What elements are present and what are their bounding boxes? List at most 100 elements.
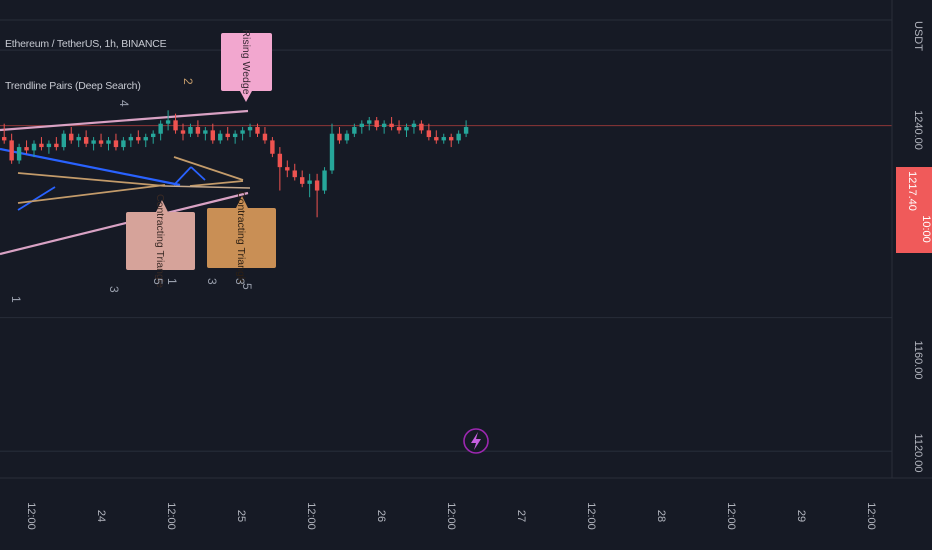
time-label: 24: [95, 510, 107, 522]
candle-body: [9, 140, 14, 161]
lightning-icon[interactable]: [463, 428, 489, 454]
candle-body: [300, 177, 305, 184]
pivot-number: 4: [117, 100, 131, 107]
candle-body: [158, 123, 163, 134]
time-label: 25: [235, 510, 247, 522]
indicator-legend[interactable]: Trendline Pairs (Deep Search): [5, 80, 141, 92]
candle-body: [210, 130, 215, 141]
pivot-number: 1: [165, 278, 179, 285]
candle-body: [404, 127, 409, 131]
price-label-1120: 1120.00: [912, 434, 924, 473]
trendline-tan-upper: [17, 172, 166, 187]
candle-body: [39, 143, 44, 148]
candle-body: [106, 140, 111, 144]
candle-body: [352, 127, 357, 134]
candle-body: [381, 123, 387, 128]
candle-body: [322, 170, 327, 191]
symbol-legend[interactable]: Ethereum / TetherUS, 1h, BINANCE: [5, 38, 167, 50]
candle-body: [337, 133, 342, 141]
grid-layer: [0, 19, 892, 452]
candle-body: [359, 123, 364, 128]
time-label: 27: [515, 510, 527, 522]
candle-body: [195, 127, 201, 134]
candle-body: [69, 133, 74, 141]
candle-body: [61, 133, 66, 148]
contracting-triangle-label-2[interactable]: Contracting Triangle: [207, 191, 276, 285]
candle-body: [128, 137, 134, 141]
candle-body: [292, 170, 297, 178]
time-axis[interactable]: 12:00 24 12:00 25 12:00 26 12:00 27 12:0…: [25, 502, 877, 530]
time-label: 28: [655, 510, 667, 522]
candle-body: [83, 137, 89, 144]
time-label: 12:00: [305, 502, 317, 530]
trendline-wedge-lower: [0, 191, 249, 256]
candle-body: [463, 127, 469, 134]
price-label-1240: 1240.00: [912, 110, 924, 150]
time-label: 12:00: [865, 502, 877, 530]
candle-body: [285, 167, 290, 171]
candle-body: [426, 130, 432, 138]
candle-body: [232, 133, 238, 138]
price-axis-currency: USDT: [912, 21, 924, 51]
candle-body: [218, 133, 223, 141]
trendline-tan-lower: [17, 184, 166, 204]
candle-body: [136, 137, 141, 141]
pivot-number: 5: [151, 278, 165, 285]
trendline-tan-upper-2: [173, 156, 244, 181]
current-price-value: 1217.40: [906, 171, 918, 211]
price-countdown: 10:00: [920, 215, 932, 243]
candle-body: [2, 137, 7, 141]
trendline-blue-upper: [0, 147, 181, 187]
candle-body: [46, 143, 52, 148]
candle-body: [374, 120, 379, 128]
candle-body: [307, 180, 312, 184]
current-price-tag: [896, 167, 932, 253]
trendline-blue-short: [173, 166, 192, 186]
candle-body: [411, 123, 417, 128]
candle-body: [367, 120, 372, 124]
candle-body: [188, 127, 193, 134]
candle-body: [76, 137, 81, 141]
candle-body: [143, 137, 148, 141]
pivot-number: 1: [9, 296, 23, 303]
time-label: 12:00: [165, 502, 177, 530]
candle-body: [262, 133, 268, 141]
candle-body: [441, 137, 446, 141]
trendline-neutral: [164, 185, 251, 189]
candle-body: [419, 123, 424, 131]
candle-body: [151, 133, 156, 138]
candle-body: [91, 140, 96, 144]
contracting-triangle-label-1[interactable]: Contracting Triangle: [126, 194, 195, 288]
time-label: 12:00: [585, 502, 597, 530]
pivot-number: 3: [233, 278, 247, 285]
trendline-tan-lower-2: [189, 180, 244, 187]
trendline-blue-lower: [17, 186, 56, 211]
time-label: 29: [795, 510, 807, 522]
rising-wedge-label[interactable]: Rising Wedge: [221, 29, 272, 102]
candle-body: [165, 120, 171, 124]
candle-body: [270, 140, 275, 154]
candle-body: [54, 143, 59, 148]
candle-body: [456, 133, 461, 141]
candle-body: [389, 123, 394, 128]
candles-layer: [2, 110, 469, 218]
candle-body: [277, 153, 283, 168]
price-label-1160: 1160.00: [912, 341, 924, 380]
candle-body: [255, 127, 260, 134]
candle-body: [31, 143, 37, 151]
candle-body: [247, 127, 253, 131]
time-label: 12:00: [445, 502, 457, 530]
pivot-number: 5: [240, 283, 254, 290]
time-label: 12:00: [25, 502, 37, 530]
candle-body: [121, 140, 126, 148]
contracting-triangle-text-2: Contracting Triangle: [235, 191, 247, 285]
contracting-triangle-text-1: Contracting Triangle: [154, 194, 166, 288]
candle-body: [434, 137, 439, 141]
candle-body: [314, 180, 320, 191]
candle-body: [225, 133, 230, 138]
candle-body: [203, 130, 208, 134]
rising-wedge-text: Rising Wedge: [240, 29, 252, 94]
candle-body: [16, 147, 22, 161]
